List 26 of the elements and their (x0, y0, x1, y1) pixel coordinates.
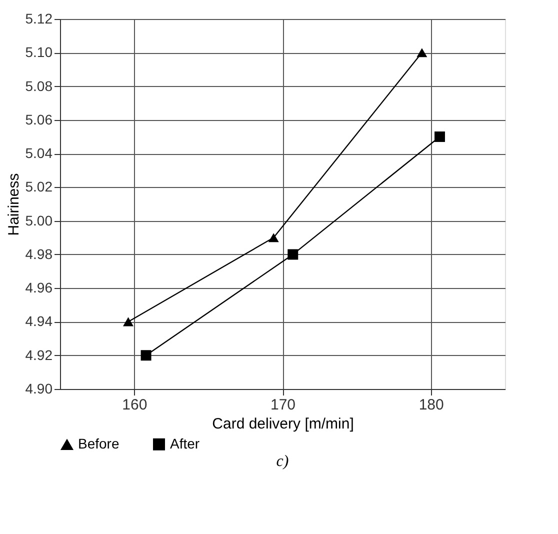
y-tick-label: 5.04 (25, 145, 53, 162)
text: c) (276, 453, 289, 470)
legend-label: After (170, 435, 200, 452)
legend-label: Before (78, 436, 120, 452)
y-tick-label: 5.00 (25, 212, 53, 228)
y-tick-label: 5.08 (25, 78, 53, 94)
point (140, 350, 152, 361)
y-tick-label: 5.12 (25, 10, 53, 26)
y-tick-label: 5.06 (25, 111, 53, 128)
y-tick-label: 4.94 (25, 313, 53, 330)
y-tick-label: 5.02 (25, 178, 53, 195)
x-tick-label: 160 (122, 396, 148, 414)
y-tick-label: 4.90 (25, 380, 53, 396)
x-tick-label: 180 (418, 396, 444, 414)
y-axis-title: Hairiness (5, 173, 22, 236)
x-axis-title: Card delivery [m/min] (212, 416, 354, 432)
point (416, 48, 428, 58)
point (434, 131, 445, 142)
y-tick-label: 4.96 (25, 280, 53, 296)
point (268, 233, 279, 242)
x-tick-label: 170 (270, 396, 296, 414)
point (122, 317, 134, 326)
point (288, 249, 298, 260)
y-tick-label: 4.98 (25, 246, 53, 262)
y-tick-label: 5.10 (25, 44, 53, 60)
y-tick-label: 4.92 (25, 346, 53, 363)
